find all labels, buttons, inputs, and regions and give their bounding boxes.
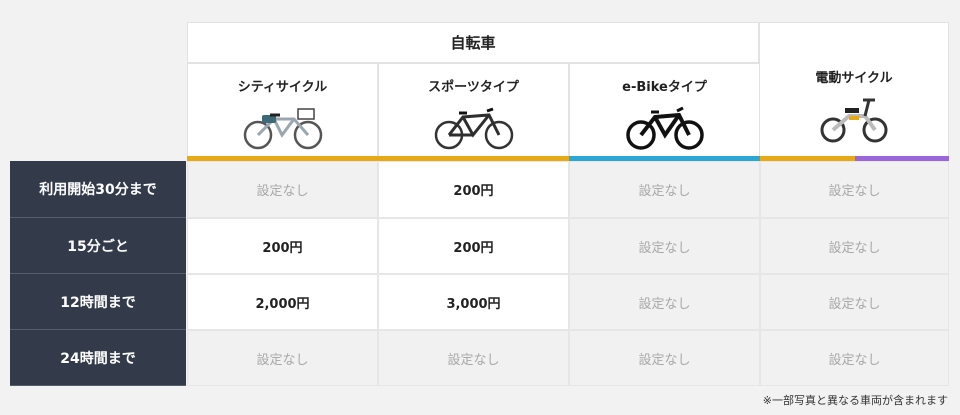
row-label: 利用開始30分まで [10, 161, 186, 218]
ebike-icon [625, 106, 704, 150]
table-cell: 設定なし [569, 218, 760, 274]
table-cell: 設定なし [760, 161, 949, 218]
table-cell: 200円 [378, 161, 569, 218]
row-label: 24時間まで [10, 330, 186, 386]
table-cell: 設定なし [187, 161, 378, 218]
table-cell: 2,000円 [187, 274, 378, 330]
table-cell: 設定なし [569, 161, 760, 218]
table-cell: 設定なし [378, 330, 569, 386]
city-bike-icon [243, 108, 322, 150]
table-cell: 設定なし [760, 330, 949, 386]
column-header-ebike-type: e-Bikeタイプ [569, 63, 760, 158]
column-header-sports-type: スポーツタイプ [378, 63, 569, 158]
column-accent-bar [187, 156, 378, 161]
table-cell: 設定なし [187, 330, 378, 386]
table-cell: 3,000円 [378, 274, 569, 330]
footnote: ※一部写真と異なる車両が含まれます [762, 394, 948, 407]
column-accent-bar-secondary [855, 156, 949, 161]
row-label: 12時間まで [10, 274, 186, 330]
row-label: 15分ごと [10, 218, 186, 274]
table-cell: 200円 [187, 218, 378, 274]
electric-cycle-icon [820, 98, 888, 142]
column-accent-bar [760, 156, 855, 161]
table-cell: 設定なし [760, 274, 949, 330]
column-header-city-cycle: シティサイクル [187, 63, 378, 158]
column-label: シティサイクル [237, 80, 328, 95]
column-label: スポーツタイプ [428, 80, 519, 95]
group-header-bicycle: 自転車 [187, 22, 759, 63]
column-label: e-Bikeタイプ [622, 80, 707, 95]
table-cell: 設定なし [569, 274, 760, 330]
column-header-electric-cycle: 電動サイクル [759, 22, 949, 158]
column-accent-bar [569, 156, 760, 161]
table-cell: 設定なし [569, 330, 760, 386]
table-cell: 設定なし [760, 218, 949, 274]
column-accent-bar [378, 156, 569, 161]
sports-bike-icon [434, 107, 513, 150]
column-label: 電動サイクル [815, 70, 893, 86]
table-cell: 200円 [378, 218, 569, 274]
